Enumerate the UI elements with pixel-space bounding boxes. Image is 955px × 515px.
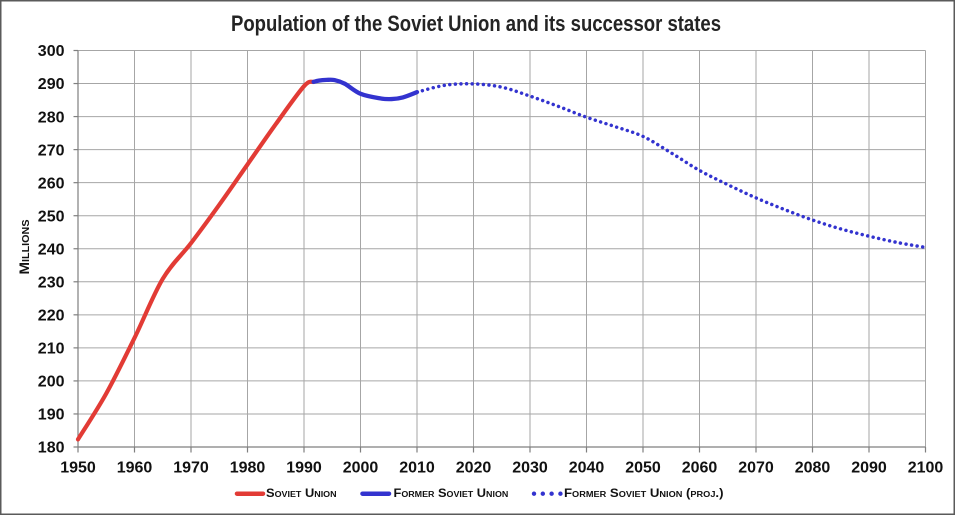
svg-text:220: 220 [38, 308, 65, 325]
svg-text:2030: 2030 [512, 459, 548, 476]
svg-text:Population of the Soviet Union: Population of the Soviet Union and its s… [231, 11, 721, 36]
svg-text:290: 290 [38, 76, 65, 93]
svg-text:2000: 2000 [343, 459, 379, 476]
svg-text:2050: 2050 [625, 459, 661, 476]
svg-text:2010: 2010 [399, 459, 435, 476]
svg-text:280: 280 [38, 109, 65, 126]
svg-text:2020: 2020 [456, 459, 492, 476]
svg-text:200: 200 [38, 374, 65, 391]
svg-text:240: 240 [38, 241, 65, 258]
svg-text:2070: 2070 [738, 459, 774, 476]
svg-text:230: 230 [38, 275, 65, 292]
svg-text:Soviet Union: Soviet Union [266, 488, 337, 500]
svg-text:270: 270 [38, 142, 65, 159]
svg-text:2040: 2040 [569, 459, 605, 476]
svg-text:1970: 1970 [173, 459, 209, 476]
svg-text:2080: 2080 [795, 459, 831, 476]
svg-text:1980: 1980 [230, 459, 266, 476]
svg-text:190: 190 [38, 407, 65, 424]
svg-text:2100: 2100 [908, 459, 944, 476]
svg-text:260: 260 [38, 175, 65, 192]
svg-text:1990: 1990 [286, 459, 322, 476]
svg-text:Millions: Millions [16, 219, 32, 274]
svg-text:210: 210 [38, 341, 65, 358]
svg-text:180: 180 [38, 440, 65, 457]
svg-text:2060: 2060 [682, 459, 718, 476]
svg-text:Former Soviet Union: Former Soviet Union [394, 488, 509, 500]
svg-text:2090: 2090 [851, 459, 887, 476]
svg-text:Former Soviet Union (proj.): Former Soviet Union (proj.) [564, 488, 724, 500]
svg-text:300: 300 [38, 43, 65, 60]
svg-text:1950: 1950 [60, 459, 96, 476]
svg-text:1960: 1960 [117, 459, 153, 476]
svg-text:250: 250 [38, 208, 65, 225]
